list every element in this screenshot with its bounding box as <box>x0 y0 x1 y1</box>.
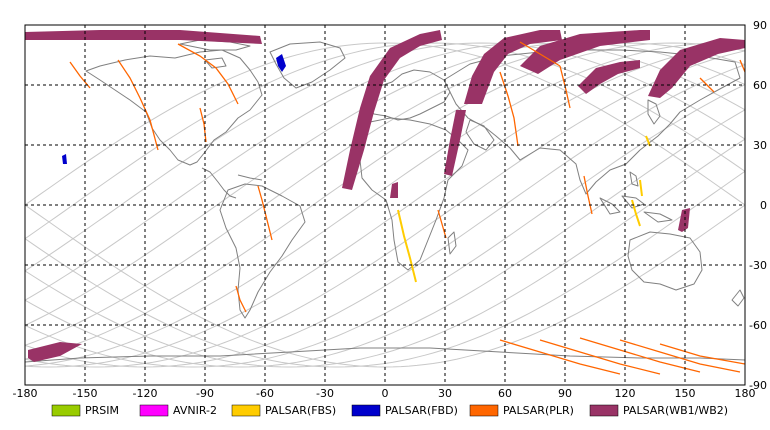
orbit-track <box>25 42 745 240</box>
orbit-track <box>25 42 745 360</box>
legend-item: PALSAR(FBS) <box>231 404 336 417</box>
legend-swatch <box>351 404 381 417</box>
legend-label: PALSAR(FBS) <box>265 404 336 417</box>
lon-tick-label: 60 <box>498 387 512 400</box>
orbit-track <box>25 42 745 326</box>
wb-swath-gulf-guinea <box>390 182 398 198</box>
lat-tick-label: 60 <box>753 79 767 92</box>
legend: PRSIM AVNIR-2 PALSAR(FBS) PALSAR(FBD) PALSAR… <box>51 404 728 417</box>
legend-label: PRSIM <box>85 404 119 417</box>
plr-tracks <box>69 41 745 375</box>
legend-item: PALSAR(PLR) <box>469 404 574 417</box>
legend-item: AVNIR-2 <box>139 404 217 417</box>
lon-tick-labels: -180 -150 -120 -90 -60 -30 0 30 60 90 120 150 180 <box>13 387 756 400</box>
lon-tick-label: -30 <box>316 387 334 400</box>
lon-tick-label: -150 <box>73 387 98 400</box>
lat-tick-label: 90 <box>753 19 767 32</box>
legend-label: AVNIR-2 <box>173 404 217 417</box>
lon-tick-label: 30 <box>438 387 452 400</box>
wb-swath-newguinea <box>678 208 690 232</box>
legend-swatch <box>469 404 499 417</box>
legend-swatch <box>139 404 169 417</box>
fbd-patches <box>62 54 286 164</box>
legend-item: PRSIM <box>51 404 119 417</box>
observation-swaths <box>25 30 745 375</box>
lat-tick-labels: 90 60 30 0 -30 -60 -90 <box>749 19 767 392</box>
lat-tick-label: -90 <box>749 379 767 392</box>
orbit-track <box>25 43 745 368</box>
legend-swatch <box>51 404 81 417</box>
lon-tick-label: -180 <box>13 387 38 400</box>
orbit-track <box>25 138 745 368</box>
legend-swatch <box>589 404 619 417</box>
lon-tick-label: 180 <box>735 387 756 400</box>
legend-item: PALSAR(FBD) <box>351 404 458 417</box>
orbit-track <box>25 109 745 368</box>
lat-tick-label: 30 <box>753 139 767 152</box>
lon-tick-label: -90 <box>196 387 214 400</box>
legend-label: PALSAR(PLR) <box>503 404 574 417</box>
lon-tick-label: -60 <box>256 387 274 400</box>
graticule <box>25 25 745 385</box>
lon-tick-label: 90 <box>558 387 572 400</box>
lon-tick-label: 120 <box>615 387 636 400</box>
wb-swath-atlantic <box>342 30 442 190</box>
legend-item: PALSAR(WB1/WB2) <box>589 404 728 417</box>
lat-tick-label: 0 <box>760 199 767 212</box>
wb-swath-siberia <box>648 38 745 98</box>
lat-tick-label: -30 <box>749 259 767 272</box>
plot-frame <box>24 24 746 386</box>
legend-label: PALSAR(FBD) <box>385 404 458 417</box>
lon-tick-label: 150 <box>675 387 696 400</box>
legend-label: PALSAR(WB1/WB2) <box>623 404 728 417</box>
wb-swath-russia <box>520 30 650 74</box>
lat-tick-label: -60 <box>749 319 767 332</box>
wb-swath-africa-north <box>444 110 466 176</box>
lon-tick-label: -120 <box>133 387 158 400</box>
wb-swath-antarctic <box>28 342 82 362</box>
lon-tick-label: 0 <box>382 387 389 400</box>
legend-swatch <box>231 404 261 417</box>
wb-swath-arctic-west <box>25 30 262 44</box>
